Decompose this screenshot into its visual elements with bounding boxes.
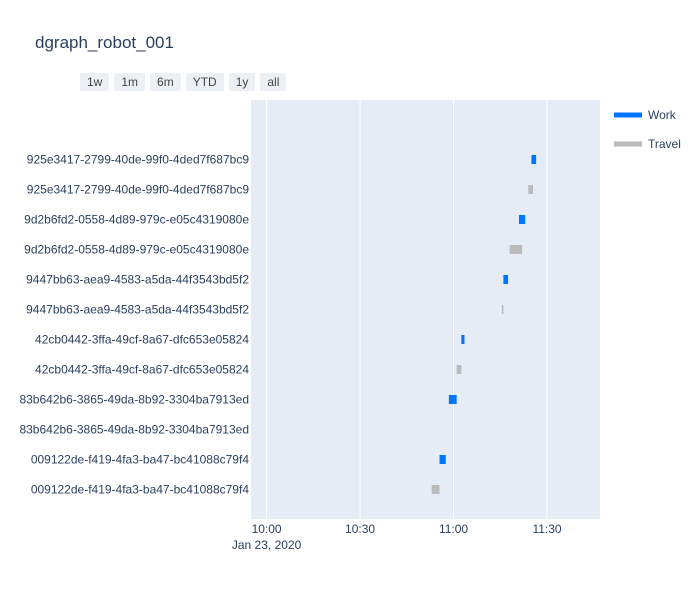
work-task-bar	[503, 275, 509, 284]
legend[interactable]: Work Travel	[614, 108, 681, 151]
x-axis-labels: 10:00 10:30 11:00 11:30 Jan 23, 2020	[232, 522, 562, 552]
y-tick-label: 009122de-f419-4fa3-ba47-bc41088c79f4	[31, 453, 250, 467]
travel-task-bar	[528, 185, 534, 194]
x-tick-label: 10:00	[252, 522, 282, 536]
work-task-bar	[448, 395, 457, 404]
legend-label-travel: Travel	[648, 137, 681, 151]
task-bars	[431, 155, 537, 494]
x-tick-label: 10:30	[345, 522, 375, 536]
y-axis-labels: 925e3417-2799-40de-99f0-4ded7f687bc9 925e…	[19, 153, 249, 497]
plot-area[interactable]	[251, 100, 600, 519]
y-tick-label: 925e3417-2799-40de-99f0-4ded7f687bc9	[27, 153, 250, 167]
y-tick-label: 9d2b6fd2-0558-4d89-979c-e05c4319080e	[24, 213, 249, 227]
range-button-1m[interactable]: 1m	[114, 73, 146, 91]
range-selector: 1w 1m 6m YTD 1y all	[80, 73, 287, 91]
range-button-1y[interactable]: 1y	[228, 73, 256, 91]
y-tick-label: 42cb0442-3ffa-49cf-8a67-dfc653e05824	[35, 363, 249, 377]
gridlines	[266, 100, 548, 519]
x-tick-label: 11:30	[532, 522, 561, 536]
y-tick-label: 925e3417-2799-40de-99f0-4ded7f687bc9	[27, 183, 250, 197]
chart-title: dgraph_robot_001	[35, 33, 174, 52]
travel-task-bar	[509, 245, 523, 254]
y-tick-label: 9447bb63-aea9-4583-a5da-44f3543bd5f2	[26, 273, 249, 287]
work-task-bar	[518, 215, 526, 224]
y-tick-label: 42cb0442-3ffa-49cf-8a67-dfc653e05824	[35, 333, 249, 347]
work-task-bar	[461, 335, 465, 344]
range-button-1w[interactable]: 1w	[80, 73, 110, 91]
work-task-bar	[439, 455, 446, 464]
travel-task-bar	[431, 485, 440, 494]
y-tick-label: 83b642b6-3865-49da-8b92-3304ba7913ed	[19, 423, 249, 437]
x-date-label: Jan 23, 2020	[232, 538, 302, 552]
x-tick-label: 11:00	[439, 522, 468, 536]
range-button-ytd[interactable]: YTD	[185, 73, 224, 91]
y-tick-label: 83b642b6-3865-49da-8b92-3304ba7913ed	[19, 393, 249, 407]
travel-task-bar	[501, 305, 504, 314]
work-task-bar	[531, 155, 537, 164]
y-tick-label: 9447bb63-aea9-4583-a5da-44f3543bd5f2	[26, 303, 249, 317]
range-button-6m[interactable]: 6m	[150, 73, 181, 91]
y-tick-label: 009122de-f419-4fa3-ba47-bc41088c79f4	[31, 483, 250, 497]
range-button-all[interactable]: all	[260, 73, 287, 91]
travel-task-bar	[456, 365, 462, 374]
y-tick-label: 9d2b6fd2-0558-4d89-979c-e05c4319080e	[24, 243, 249, 257]
legend-label-work: Work	[648, 108, 677, 122]
